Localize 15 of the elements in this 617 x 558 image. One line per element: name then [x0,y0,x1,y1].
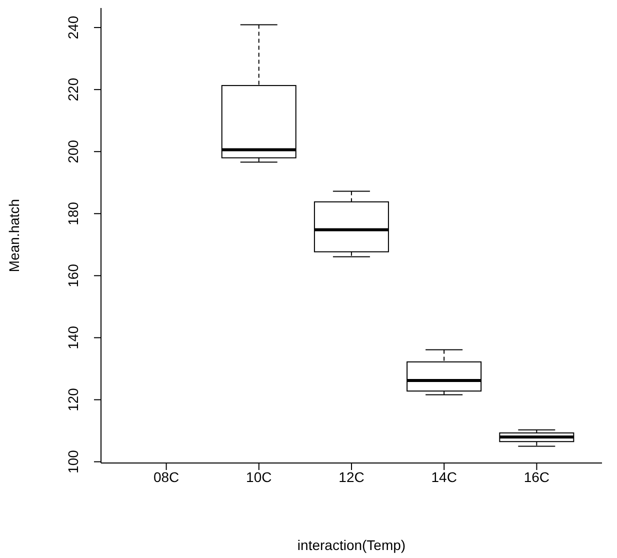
y-tick-label: 100 [65,450,81,474]
y-tick-label: 220 [65,78,81,102]
y-tick-label: 200 [65,140,81,164]
y-tick-label: 240 [65,16,81,40]
y-tick-label: 180 [65,202,81,226]
y-tick-label: 160 [65,264,81,288]
x-tick-label: 14C [431,468,457,485]
x-tick-label: 16C [524,468,550,485]
x-tick-label: 10C [246,468,272,485]
y-tick-label: 120 [65,388,81,412]
y-axis-title: Mean.hatch [6,198,22,272]
x-tick-label: 12C [338,468,364,485]
y-tick-label: 140 [65,326,81,350]
x-axis-title: interaction(Temp) [297,537,406,553]
x-tick-label: 08C [153,468,180,485]
